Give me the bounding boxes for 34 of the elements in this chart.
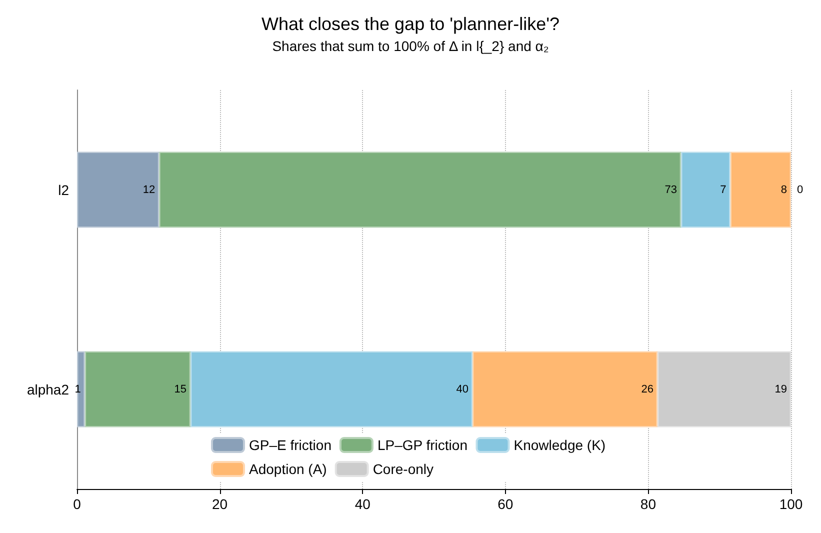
x-tick-label: 40 [354,496,371,512]
data-label: 40 [456,383,469,396]
chart-title: What closes the gap to 'planner-like'? [261,14,560,34]
data-label: 26 [641,383,654,396]
data-label: 73 [664,184,678,196]
bar [190,351,473,428]
data-label: 8 [780,184,787,196]
legend-label: Knowledge (K) [514,437,606,453]
bar [159,152,682,228]
data-label: 19 [774,383,787,396]
x-tick-label: 80 [640,496,656,512]
legend-label: LP–GP friction [377,437,468,453]
bar [77,351,85,428]
x-tick-label: 0 [73,496,82,512]
y-tick-label: alpha2 [26,381,70,398]
bar [84,351,191,428]
legend-label: GP–E friction [249,437,332,453]
legend-label: Adoption (A) [249,461,327,477]
x-tick-label: 20 [212,496,228,512]
data-label: 7 [720,184,726,196]
bar [77,152,160,228]
chart-subtitle: Shares that sum to 100% of Δ in l{_2} and α₂ [272,38,549,54]
y-tick-label: l2 [58,182,70,198]
data-label: 1 [74,383,81,396]
bar [657,351,791,428]
bar [472,351,658,428]
legend-label: Core-only [372,461,434,477]
bar [730,152,791,228]
data-label: 0 [797,184,804,196]
data-label: 15 [174,383,187,396]
x-tick-label: 60 [498,496,514,512]
bar [681,152,730,228]
data-label: 12 [142,184,156,196]
x-tick-label: 100 [779,496,803,512]
